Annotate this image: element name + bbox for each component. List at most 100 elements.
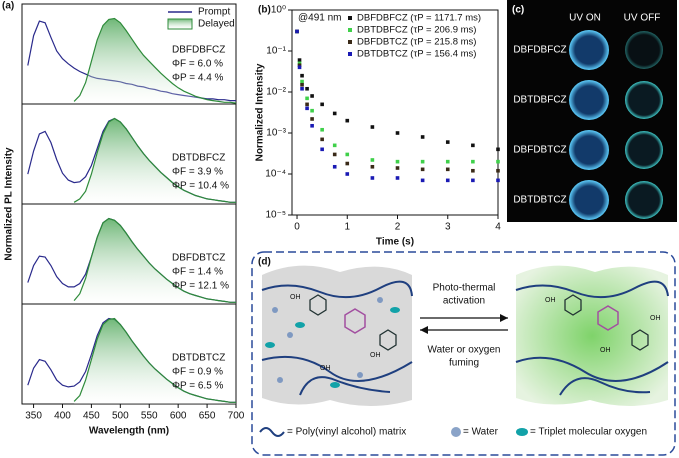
film-pristine [262,265,412,406]
molecule [309,294,649,351]
y-tick-label: 10⁻¹ [266,46,286,57]
legend-label: Delayed [198,19,235,30]
plot-frame [291,9,499,216]
point [345,161,350,166]
annotation: DBTDBFCZ [172,153,225,164]
legend-label: = Water [463,427,499,438]
annotation: ΦP = 10.4 % [172,181,229,192]
area [74,18,237,104]
process-label: Water or oxygen [428,345,501,356]
oh-label: OH [290,294,301,301]
point [310,108,314,113]
y-axis-label: Normalized PL Intensity [4,147,15,261]
x-axis-label: Wavelength (nm) [89,426,169,437]
sample-disc [569,130,609,170]
area [74,318,237,404]
point [370,158,375,162]
legend-swatch [348,52,352,56]
y-tick-label: 10⁻⁵ [265,210,286,221]
legend-label: DBFDBFCZ (τP = 1171.7 ms) [357,13,481,24]
column-label: UV OFF [624,13,661,24]
legend-swatch [348,28,352,32]
y-axis-label: Normalized Intensity [255,63,266,161]
arrow-head [500,314,508,322]
oh-label: OH [320,365,331,372]
x-tick-label: 650 [199,411,216,422]
point [332,164,337,169]
process-label: activation [443,296,485,307]
oh-label: OH [650,315,661,322]
point [320,102,324,107]
point [300,73,304,78]
legend-chain [259,427,285,437]
point [445,178,450,183]
point [300,82,304,87]
arrow-head [420,326,428,334]
point [310,94,314,98]
panel-label: (d) [258,257,271,268]
annotation: ΦF = 0.9 % [172,367,223,378]
sample-disc [569,180,609,220]
legend-label: = Triplet molecular oxygen [530,427,647,438]
point [332,152,337,157]
point [300,79,304,84]
annotation: DBTDBTCZ [172,353,225,364]
point [305,86,309,91]
x-tick-label: 700 [228,411,245,422]
water [272,297,383,383]
x-tick-label: 600 [170,411,187,422]
annotation: ΦF = 3.9 % [172,167,223,178]
legend-label: DBTDBTCZ (τP = 156.4 ms) [357,49,476,60]
point [332,111,337,116]
x-tick-label: 2 [395,222,401,233]
point [395,166,400,170]
point [320,147,324,152]
sample-disc [625,81,663,119]
x-tick-label: 350 [25,411,42,422]
sample-disc [569,30,609,70]
hydroxyl-labels: OH OH OH OH OH OH [290,294,661,372]
point [395,159,400,164]
annotation: ΦP = 12.1 % [172,281,229,292]
point [345,172,350,176]
sample-disc [625,181,663,219]
oh-label: OH [370,352,381,359]
point [345,152,350,157]
point [420,178,425,183]
film-activated [516,265,668,406]
legend-oxygen [516,428,528,436]
area [74,218,237,304]
point [471,178,475,183]
annotation: ΦP = 6.5 % [172,381,224,392]
x-tick-label: 550 [141,411,158,422]
diagram-panel: (d) OH OH OH [251,251,676,456]
point [332,143,337,148]
point [320,127,324,132]
diagram-border [251,251,676,456]
point [297,61,302,66]
x-tick-label: 1 [344,222,350,233]
oh-label: OH [600,347,611,354]
annotation: ΦF = 1.4 % [172,267,223,278]
row-label: DBFDBTCZ [513,145,566,156]
y-tick-label: 10⁻³ [266,128,286,139]
x-tick-label: 450 [83,411,100,422]
point [496,178,500,183]
point [300,86,304,91]
process-label: Photo-thermal [433,283,496,294]
point [305,106,309,111]
sample-disc [625,131,663,169]
point [496,159,500,164]
point [297,63,302,68]
point [370,176,375,180]
point [295,29,299,34]
annotation: DBFDBTCZ [172,253,225,264]
point [496,168,500,173]
point [471,168,475,173]
panel-label: (c) [512,5,524,16]
x-axis-label: Time (s) [376,237,414,248]
oh-label: OH [545,297,556,304]
y-tick-label: 10⁻² [266,87,286,98]
molecule [344,305,619,334]
y-tick-label: 10⁻⁴ [265,169,286,180]
